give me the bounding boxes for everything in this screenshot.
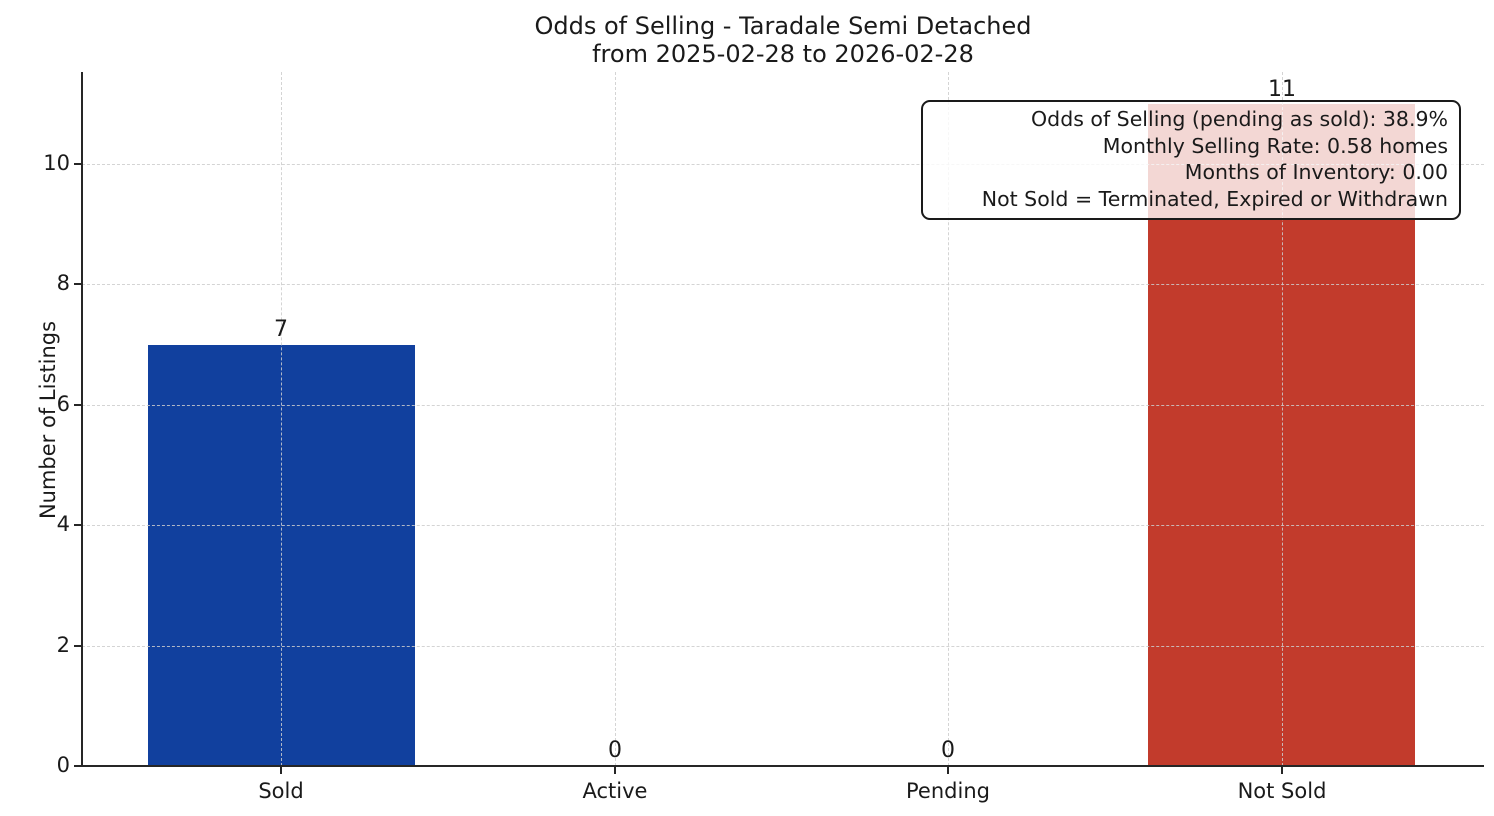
y-tick-2 [74,645,81,647]
gridline-x-not-sold [1282,72,1283,766]
x-tick-active [614,767,616,774]
x-tick-label-pending: Pending [906,779,990,803]
x-axis-spine [81,765,1484,767]
y-tick-6 [74,404,81,406]
y-axis-label: Number of Listings [36,320,60,520]
annotation-monthly-rate: Monthly Selling Rate: 0.58 homes [1102,133,1448,158]
value-label-sold: 7 [274,317,288,342]
annotation-months-inventory: Months of Inventory: 0.00 [1184,160,1448,184]
gridline-x-pending [948,72,949,766]
y-tick-label-6: 6 [56,392,70,416]
y-axis-spine [81,72,83,767]
annotation-not-sold-note: Not Sold = Terminated, Expired or Withdr… [981,186,1448,211]
y-tick-0 [74,765,81,767]
x-tick-label-not-sold: Not Sold [1237,779,1327,803]
gridline-x-sold [281,72,282,766]
x-tick-sold [280,767,282,774]
chart-title: Odds of Selling - Taradale Semi Detached… [82,12,1484,68]
x-tick-pending [947,767,949,774]
gridline-y-8 [82,284,1484,285]
chart-title-line1: Odds of Selling - Taradale Semi Detached [534,12,1032,40]
y-tick-label-10: 10 [43,151,70,175]
x-tick-label-active: Active [582,779,648,803]
y-tick-4 [74,524,81,526]
y-tick-label-4: 4 [56,512,70,536]
value-label-not-sold: 11 [1268,77,1296,102]
y-tick-label-8: 8 [56,271,70,295]
y-tick-label-0: 0 [56,753,70,777]
annotation-odds-of-selling: Odds of Selling (pending as sold): 38.9% [1031,107,1448,131]
x-tick-not-sold [1281,767,1283,774]
x-tick-label-sold: Sold [258,779,304,803]
stats-annotation-box: Odds of Selling (pending as sold): 38.9%… [921,100,1461,220]
value-label-active: 0 [608,738,622,763]
y-tick-8 [74,283,81,285]
gridline-y-4 [82,525,1484,526]
gridline-y-2 [82,646,1484,647]
chart-title-line2: from 2025-02-28 to 2026-02-28 [592,40,974,68]
value-label-pending: 0 [941,738,955,763]
y-tick-label-2: 2 [56,633,70,657]
gridline-y-10 [82,164,1484,165]
gridline-x-active [615,72,616,766]
y-tick-10 [74,163,81,165]
gridline-y-6 [82,405,1484,406]
